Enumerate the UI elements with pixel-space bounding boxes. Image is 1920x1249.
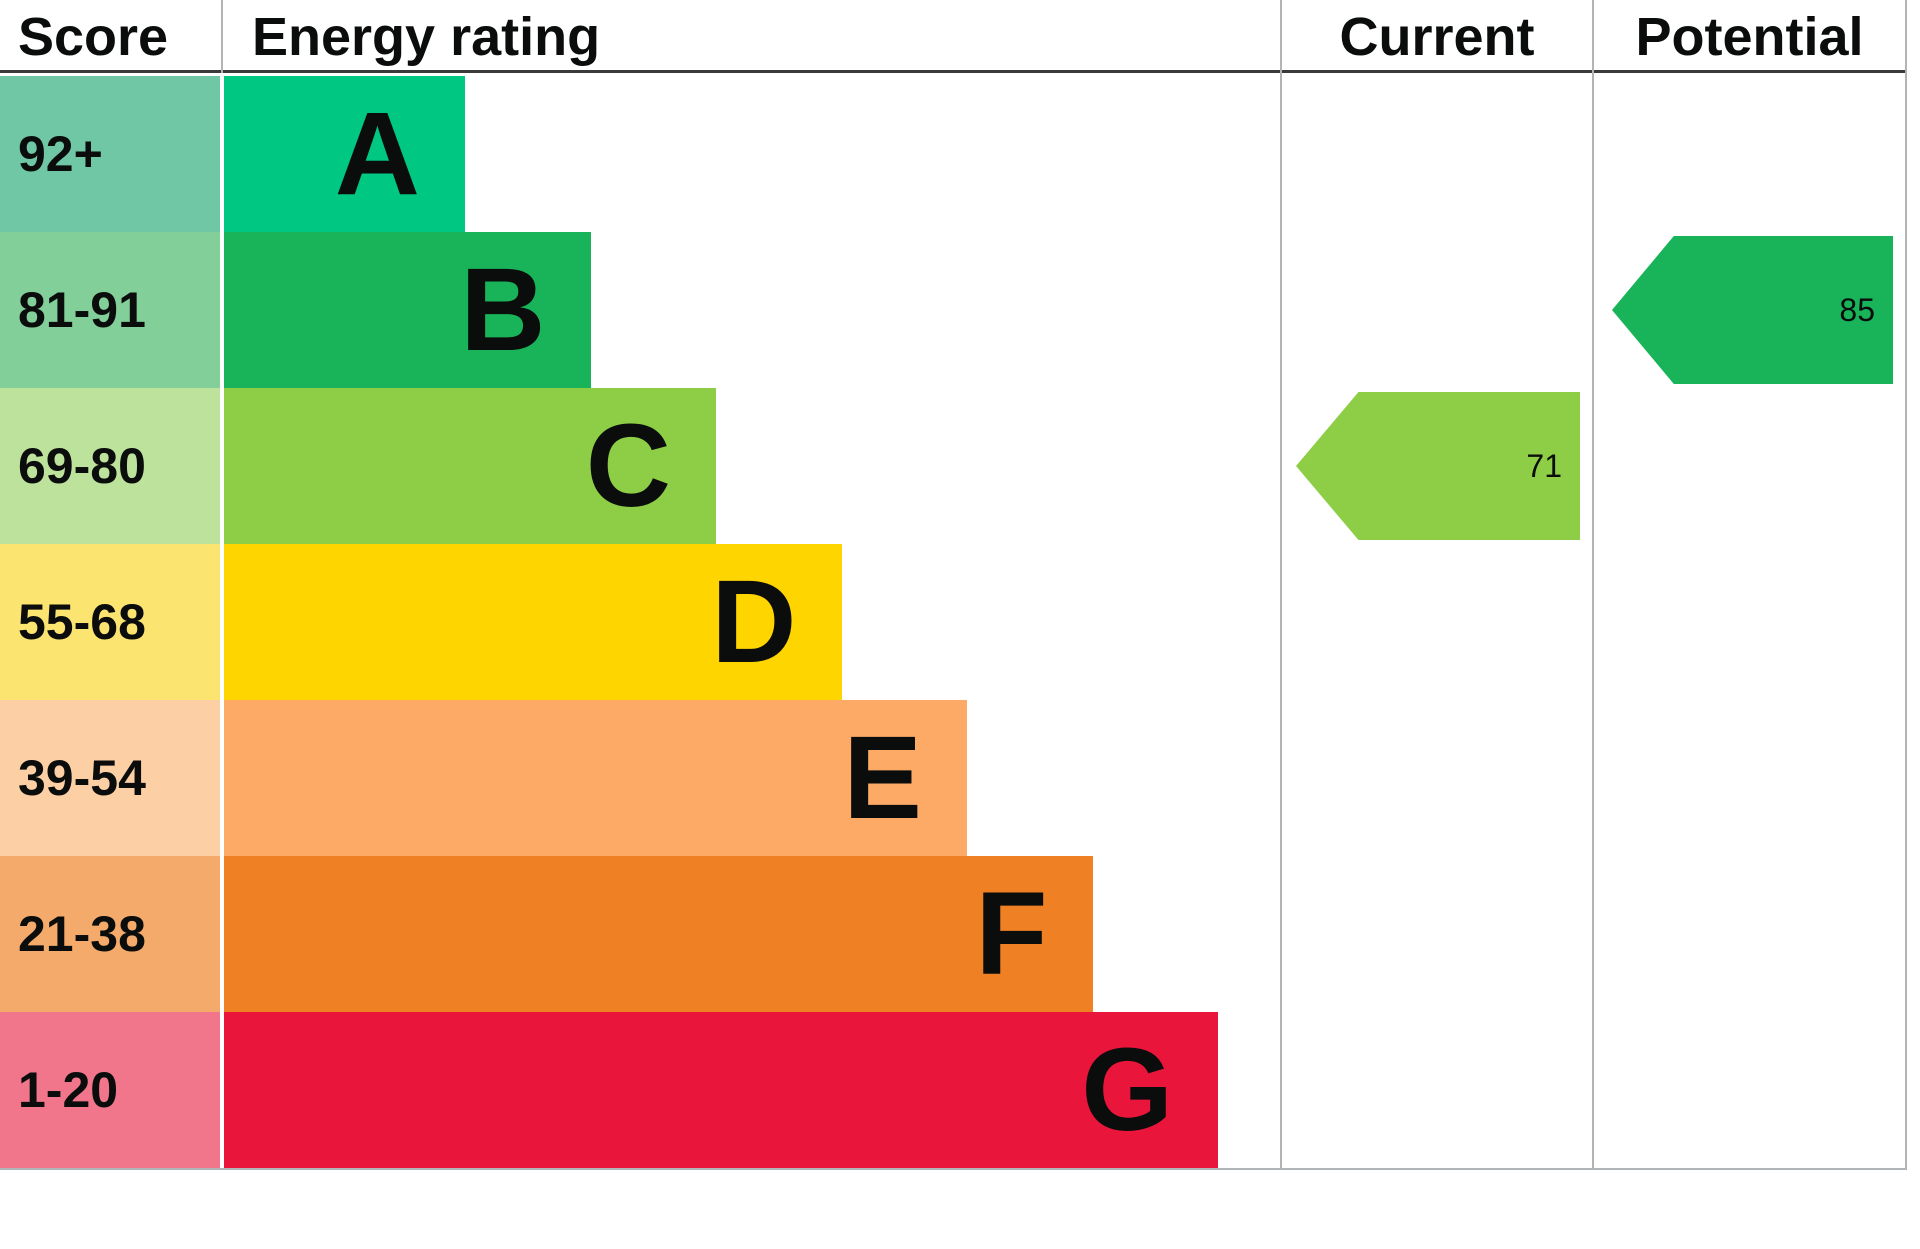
band-score-range: 1-20 <box>0 1012 220 1168</box>
divider-right-edge <box>1905 0 1907 1170</box>
band-row-a: 92+ A <box>0 76 1907 232</box>
band-bar-c: C <box>224 388 716 544</box>
band-letter: G <box>1081 1024 1173 1156</box>
band-bar-e: E <box>224 700 967 856</box>
potential-rating-value: 85 <box>1839 292 1875 328</box>
band-bar-a: A <box>224 76 465 232</box>
current-rating-pointer: 71 <box>1296 392 1580 540</box>
band-letter: E <box>843 712 922 844</box>
score-bar-gap <box>220 544 224 700</box>
divider-potential-column <box>1592 0 1594 1170</box>
score-bar-gap <box>220 388 224 544</box>
score-bar-gap <box>220 856 224 1012</box>
band-letter: F <box>975 868 1048 1000</box>
band-row-d: 55-68 D <box>0 544 1907 700</box>
band-row-e: 39-54 E <box>0 700 1907 856</box>
band-row-c: 69-80 C <box>0 388 1907 544</box>
header-energy-rating: Energy rating <box>252 6 601 67</box>
band-rows: 92+ A 81-91 B 69-80 C 55-68 D 39-54 E 21-38 F 1-20 G <box>0 76 1907 1168</box>
header-potential: Potential <box>1635 6 1864 67</box>
band-bar-b: B <box>224 232 591 388</box>
band-letter: A <box>334 88 420 220</box>
band-score-range: 21-38 <box>0 856 220 1012</box>
band-letter: D <box>711 556 797 688</box>
band-score-range: 81-91 <box>0 232 220 388</box>
header-current: Current <box>1339 6 1535 67</box>
band-letter: C <box>585 400 671 532</box>
header-score-divider <box>221 0 223 73</box>
score-bar-gap <box>220 1012 224 1168</box>
current-rating-value: 71 <box>1526 448 1562 484</box>
band-score-range: 55-68 <box>0 544 220 700</box>
band-letter: B <box>460 244 546 376</box>
score-bar-gap <box>220 232 224 388</box>
score-bar-gap <box>220 76 224 232</box>
band-bar-g: G <box>224 1012 1218 1168</box>
divider-current-column <box>1280 0 1282 1170</box>
header-score: Score <box>18 6 169 67</box>
band-row-g: 1-20 G <box>0 1012 1907 1168</box>
band-score-range: 69-80 <box>0 388 220 544</box>
band-row-f: 21-38 F <box>0 856 1907 1012</box>
band-bar-d: D <box>224 544 842 700</box>
chart-bottom-border <box>0 1168 1907 1170</box>
chart-header: Score Energy rating Current Potential <box>0 0 1907 73</box>
band-row-b: 81-91 B <box>0 232 1907 388</box>
potential-rating-pointer: 85 <box>1612 236 1893 384</box>
band-bar-f: F <box>224 856 1093 1012</box>
band-score-range: 92+ <box>0 76 220 232</box>
band-score-range: 39-54 <box>0 700 220 856</box>
score-bar-gap <box>220 700 224 856</box>
